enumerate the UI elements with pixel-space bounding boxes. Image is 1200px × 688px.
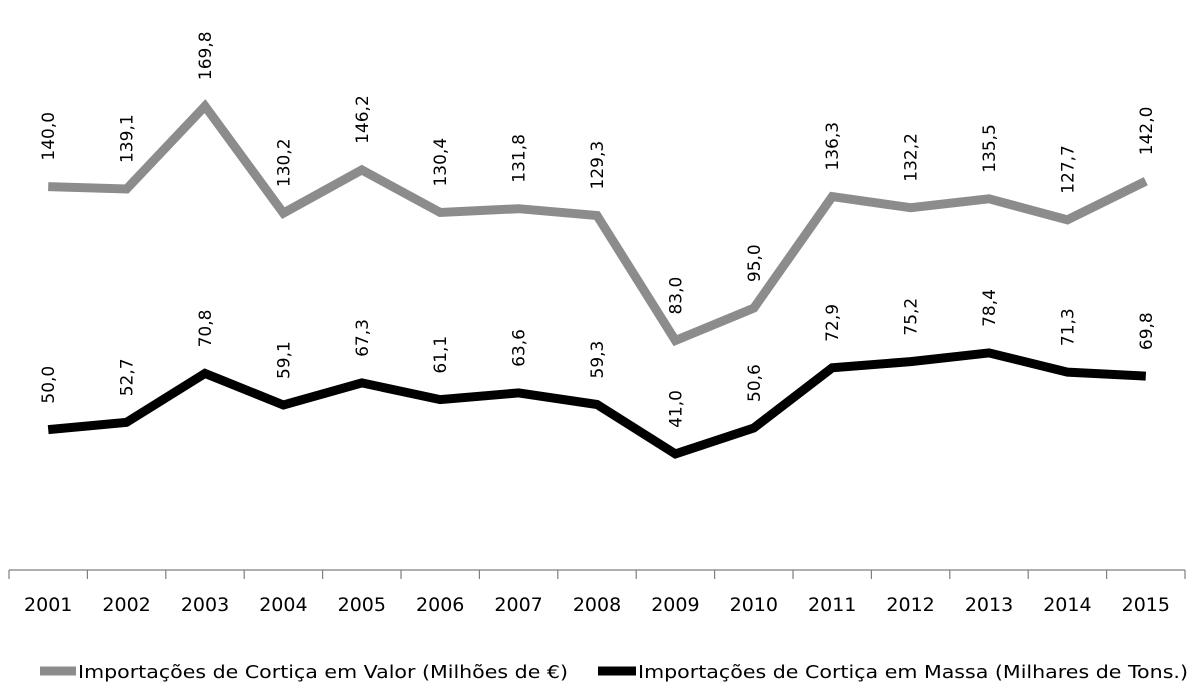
data-label: 95,0 [745,244,765,282]
data-label: 69,8 [1137,312,1157,350]
x-axis [8,569,1186,579]
data-label: 131,8 [510,134,530,183]
data-label: 146,2 [353,95,373,144]
data-label: 127,7 [1058,145,1078,194]
data-label: 61,1 [431,336,451,374]
data-label: 140,0 [39,112,59,161]
legend-label: Importações de Cortiça em Valor (Milhões… [78,662,568,683]
data-label: 63,6 [510,329,530,367]
legend: Importações de Cortiça em Valor (Milhões… [40,662,1188,683]
x-tick-label: 2009 [651,594,699,616]
data-label: 70,8 [196,310,216,348]
x-tick-label: 2013 [965,594,1013,616]
x-tick-label: 2012 [886,594,934,616]
data-label: 139,1 [118,114,138,163]
x-tick-label: 2008 [573,594,621,616]
data-label: 129,3 [588,141,608,190]
data-labels: 140,0 139,1 169,8 130,2 146,2 130,4 131,8 129,3… [39,31,1157,427]
data-label: 59,1 [274,341,294,379]
x-tick-label: 2004 [259,594,307,616]
x-tick-label: 2006 [416,594,464,616]
data-label: 50,0 [39,366,59,404]
data-label: 50,6 [745,364,765,402]
data-label: 130,4 [431,138,451,187]
data-label: 52,7 [118,358,138,396]
data-label: 132,2 [902,133,922,182]
series-line-valor [48,99,1148,347]
data-label: 136,3 [823,122,843,171]
x-tick-label: 2010 [730,594,778,616]
x-tick-label: 2002 [102,594,150,616]
x-tick-label: 2011 [808,594,856,616]
data-label: 75,2 [902,298,922,336]
x-tick-label: 2015 [1122,594,1170,616]
data-label: 72,9 [823,304,843,342]
data-label: 83,0 [666,277,686,315]
x-tick-label: 2014 [1043,594,1091,616]
data-label: 169,8 [196,31,216,80]
data-label: 78,4 [980,289,1000,327]
x-tick-label: 2005 [338,594,386,616]
data-label: 59,3 [588,341,608,379]
x-tick-label: 2001 [24,594,72,616]
series-line-massa [47,348,1147,459]
x-tick-label: 2007 [494,594,542,616]
x-tick-labels: 2001 2002 2003 2004 2005 2006 2007 2008 2009 2010… [24,594,1170,616]
legend-label: Importações de Cortiça em Massa (Milhare… [638,662,1188,683]
data-label: 67,3 [353,319,373,357]
data-label: 142,0 [1137,107,1157,156]
data-label: 130,2 [274,138,294,187]
data-label: 135,5 [980,124,1000,173]
data-label: 71,3 [1058,308,1078,346]
series-lines [47,99,1148,459]
data-label: 41,0 [666,390,686,428]
x-tick-label: 2003 [181,594,229,616]
